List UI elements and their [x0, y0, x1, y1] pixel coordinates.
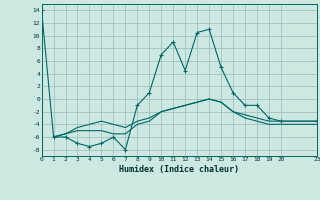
X-axis label: Humidex (Indice chaleur): Humidex (Indice chaleur) — [119, 165, 239, 174]
